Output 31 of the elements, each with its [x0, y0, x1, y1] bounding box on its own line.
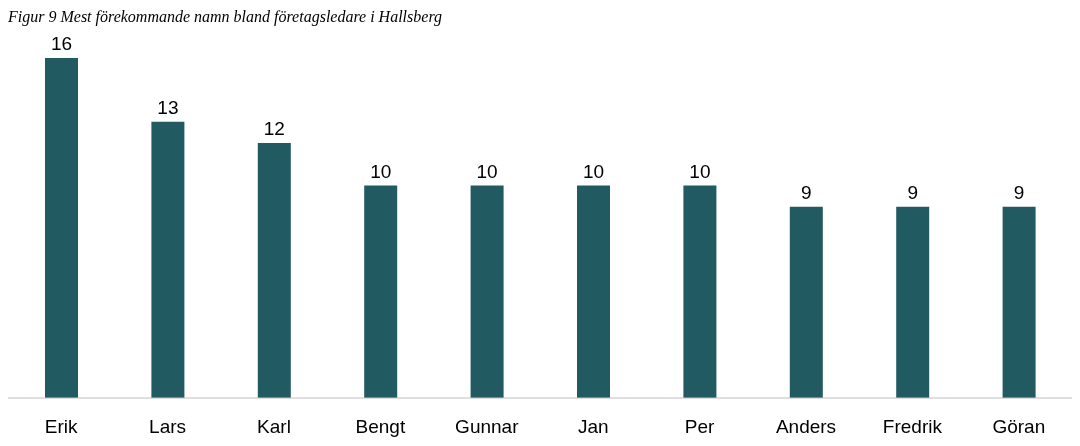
data-label: 10 — [370, 160, 392, 182]
data-label: 10 — [476, 160, 498, 182]
bar — [151, 121, 185, 398]
bar — [896, 206, 930, 398]
x-tick-label: Göran — [992, 416, 1046, 438]
data-label: 9 — [1013, 181, 1025, 203]
x-tick-label: Lars — [149, 416, 187, 438]
x-tick-label: Bengt — [355, 416, 406, 438]
x-tick-label: Per — [684, 416, 716, 438]
bar — [45, 58, 78, 398]
data-label: 13 — [157, 96, 179, 118]
data-label: 9 — [907, 181, 918, 203]
data-label: 16 — [50, 33, 73, 54]
x-tick-label: Anders — [775, 416, 837, 438]
bar — [577, 185, 610, 398]
bar — [257, 143, 291, 398]
bar — [364, 185, 398, 398]
data-label: 9 — [801, 181, 812, 203]
chart-title: Figur 9 Mest förekommande namn bland företagsledare i Hallsberg — [8, 8, 444, 28]
x-tick-label: Fredrik — [882, 416, 943, 438]
bar — [789, 206, 823, 398]
x-tick-label: Gunnar — [455, 416, 520, 438]
bar — [470, 185, 504, 398]
bar — [1002, 206, 1036, 398]
data-label: 10 — [582, 160, 605, 182]
x-tick-label: Jan — [577, 416, 609, 438]
data-label: 12 — [263, 118, 285, 139]
x-tick-label: Karl — [257, 416, 291, 438]
bar — [683, 185, 717, 398]
x-tick-label: Erik — [44, 416, 79, 438]
data-label: 10 — [689, 160, 711, 182]
